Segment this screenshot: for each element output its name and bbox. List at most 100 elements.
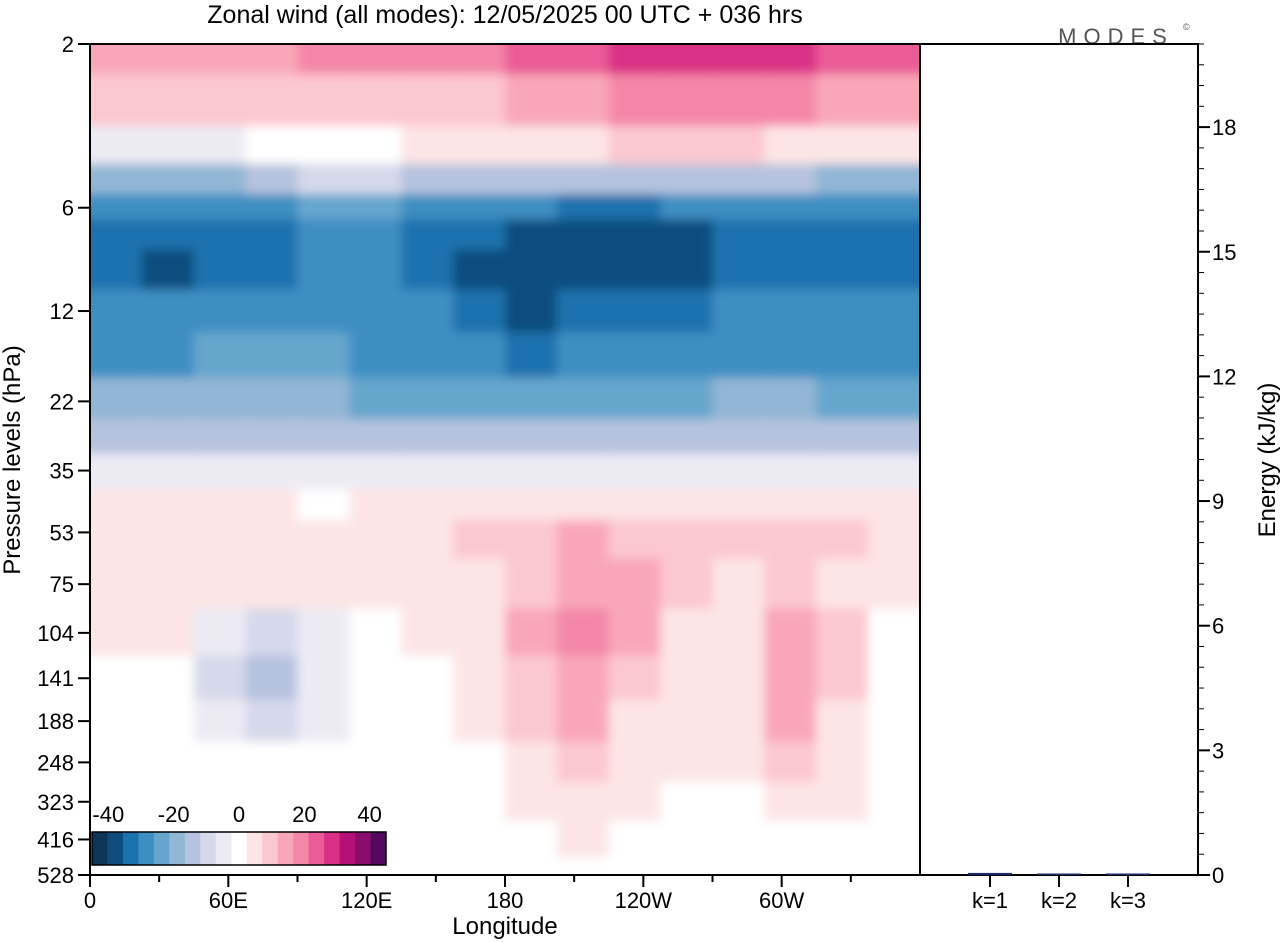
- wind-field-cell: [764, 489, 818, 522]
- wind-field-cell: [556, 419, 610, 455]
- wind-field-cell: [297, 332, 351, 379]
- wind-field-cell: [712, 219, 766, 251]
- colorbar-swatch: [92, 832, 108, 865]
- wind-field-cell: [816, 194, 870, 221]
- wind-field-cell: [90, 558, 143, 610]
- wind-field-cell: [764, 699, 818, 743]
- wind-field-cell: [868, 741, 920, 784]
- wind-field-cell: [90, 125, 143, 165]
- wind-field-cell: [141, 377, 195, 421]
- wind-field-cell: [245, 219, 299, 251]
- wind-field-cell: [660, 125, 714, 165]
- colorbar-swatch: [153, 832, 170, 865]
- wind-field-cell: [297, 163, 351, 196]
- wind-field-cell: [453, 219, 506, 251]
- wind-field-cell: [660, 332, 714, 379]
- wind-field-cell: [297, 489, 351, 522]
- wind-field-cell: [505, 741, 558, 784]
- wind-field-cell: [764, 194, 818, 221]
- wind-field-cell: [401, 125, 455, 165]
- wind-field-cell: [141, 289, 195, 334]
- wind-field-cell: [556, 782, 610, 822]
- wind-field-cell: [764, 558, 818, 610]
- wind-field-cell: [712, 163, 766, 196]
- wind-field-cell: [193, 608, 247, 657]
- longitude-tick-label: 120W: [615, 888, 673, 913]
- wind-field-cell: [193, 289, 247, 334]
- wind-field-cell: [401, 163, 455, 196]
- wind-field-cell: [608, 699, 662, 743]
- wind-field-cell: [660, 699, 714, 743]
- colorbar-swatch: [293, 832, 310, 865]
- wind-field-cell: [245, 782, 299, 822]
- wind-field-cell: [712, 741, 766, 784]
- wind-field-cell: [505, 857, 558, 875]
- wind-field-cell: [193, 558, 247, 610]
- wind-field-cell: [868, 249, 920, 291]
- wavenumber-tick-label: k=3: [1110, 888, 1146, 913]
- wind-field-cell: [141, 558, 195, 610]
- wind-field-cell: [401, 820, 455, 859]
- wind-field-cell: [608, 332, 662, 379]
- wind-field-cell: [764, 453, 818, 491]
- wind-field-cell: [868, 289, 920, 334]
- wind-field-cell: [556, 558, 610, 610]
- wind-field-cell: [401, 74, 455, 127]
- colorbar-swatch: [324, 832, 341, 865]
- colorbar-swatch: [339, 832, 356, 865]
- colorbar-swatch: [107, 832, 124, 865]
- wind-field-cell: [764, 219, 818, 251]
- colorbar-swatch: [184, 832, 201, 865]
- wind-field-cell: [401, 419, 455, 455]
- wind-field-cell: [608, 289, 662, 334]
- wind-field-cell: [245, 699, 299, 743]
- wind-field-cell: [141, 608, 195, 657]
- pressure-tick-label: 141: [37, 666, 74, 691]
- copyright-mark: ©: [1183, 22, 1190, 32]
- wind-field-cell: [505, 608, 558, 657]
- wind-field-cell: [556, 377, 610, 421]
- wind-field-cell: [90, 608, 143, 657]
- wind-field-cell: [712, 782, 766, 822]
- wind-field-cell: [556, 44, 610, 76]
- wind-field-cell: [245, 125, 299, 165]
- wind-field-cell: [505, 219, 558, 251]
- wind-field-cell: [712, 249, 766, 291]
- wind-field-cell: [556, 699, 610, 743]
- colorbar-swatch: [246, 832, 263, 865]
- wind-field-cell: [141, 655, 195, 701]
- wind-field-cell: [453, 655, 506, 701]
- wind-field-cell: [608, 453, 662, 491]
- wind-field-cell: [712, 699, 766, 743]
- wind-field-cell: [608, 44, 662, 76]
- wind-field-cell: [505, 377, 558, 421]
- wind-field-cell: [297, 419, 351, 455]
- wind-field-cell: [505, 453, 558, 491]
- wind-field-cell: [453, 558, 506, 610]
- wind-field-cell: [245, 163, 299, 196]
- pressure-tick-label: 2: [62, 32, 74, 57]
- wind-field-cell: [505, 332, 558, 379]
- wind-field-cell: [453, 332, 506, 379]
- y-axis-label: Pressure levels (hPa): [0, 345, 26, 574]
- wind-field-cell: [297, 44, 351, 76]
- wind-field-cell: [349, 289, 403, 334]
- wind-field-cell: [816, 289, 870, 334]
- energy-tick-label: 0: [1212, 863, 1224, 888]
- wind-field-cell: [660, 608, 714, 657]
- wind-field-cell: [868, 44, 920, 76]
- wind-field-cell: [660, 249, 714, 291]
- energy-tick-label: 12: [1212, 364, 1236, 389]
- wind-field-cell: [712, 608, 766, 657]
- wind-field-cell: [297, 741, 351, 784]
- wind-field-cell: [712, 857, 766, 875]
- wind-field-cell: [245, 520, 299, 560]
- wind-field-cell: [453, 377, 506, 421]
- wind-field-cell: [556, 655, 610, 701]
- wind-field-cell: [349, 249, 403, 291]
- wind-field-cell: [141, 782, 195, 822]
- wind-field-cell: [297, 249, 351, 291]
- wind-field-cell: [660, 558, 714, 610]
- wind-field-cell: [349, 741, 403, 784]
- wind-field-cell: [245, 489, 299, 522]
